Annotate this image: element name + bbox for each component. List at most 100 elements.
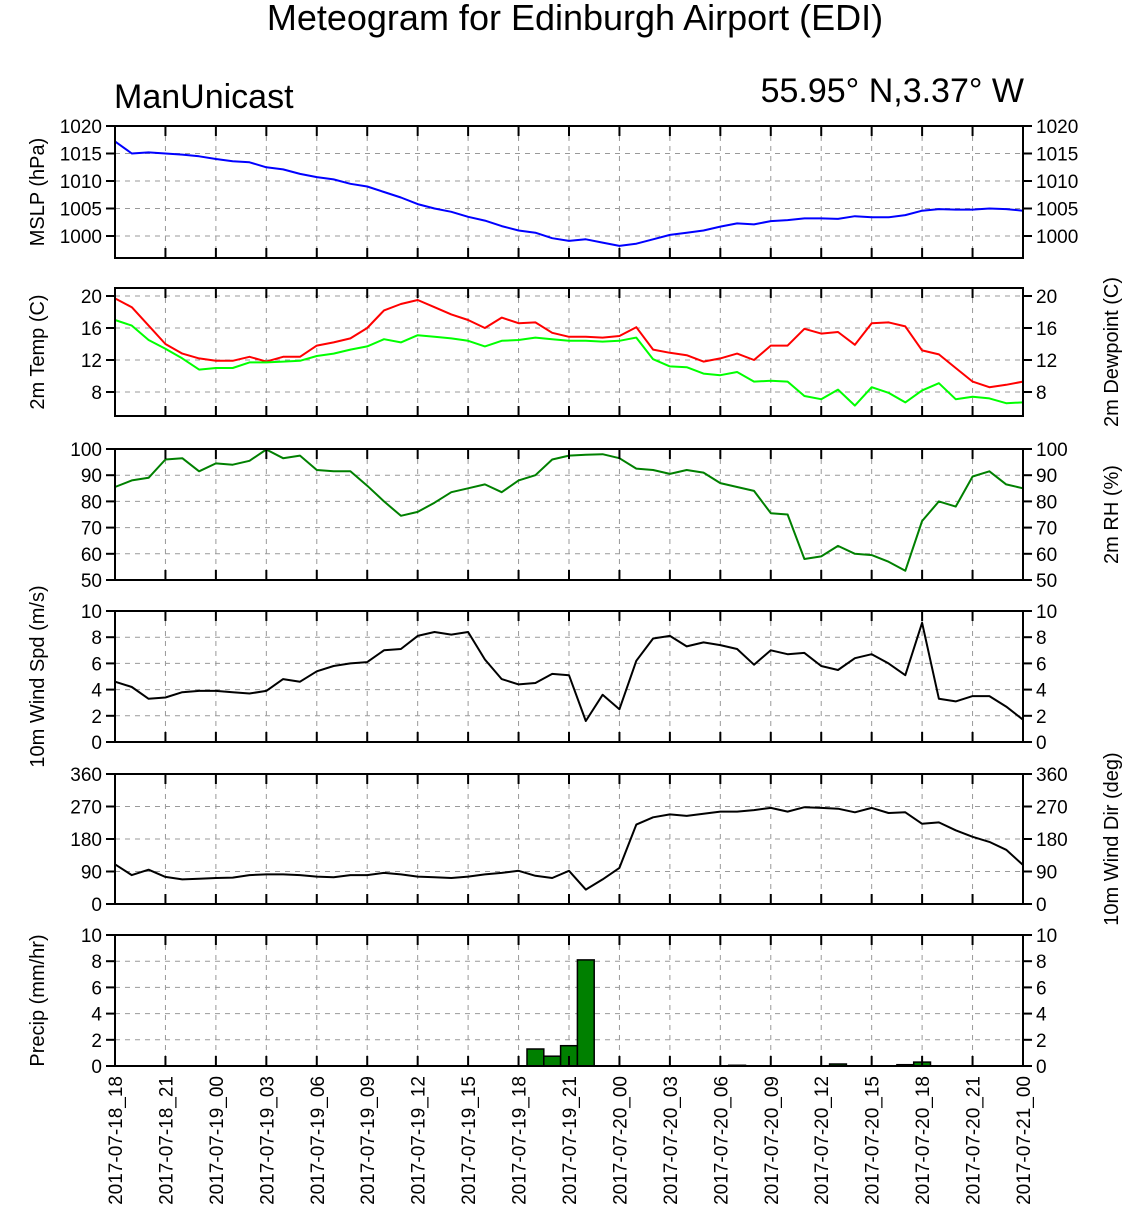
- y-tick-label-left: 12: [81, 351, 102, 372]
- y-tick-label-right: 80: [1036, 492, 1057, 513]
- y-tick-label-left: 1020: [60, 117, 102, 138]
- y-tick-label-right: 360: [1036, 765, 1068, 786]
- x-tick-label: 2017-07-19_03: [257, 1076, 278, 1205]
- x-tick-label: 2017-07-20_12: [812, 1076, 833, 1205]
- y-tick-label-left: 360: [70, 765, 102, 786]
- x-tick-label: 2017-07-20_21: [964, 1076, 985, 1205]
- y-tick-label-right: 4: [1036, 1005, 1047, 1026]
- y-tick-label-left: 20: [81, 287, 102, 308]
- x-tick-label: 2017-07-20_00: [610, 1076, 631, 1205]
- y-tick-label-left: 8: [91, 383, 102, 404]
- x-tick-label: 2017-07-20_09: [762, 1076, 783, 1205]
- model-label: ManUnicast: [114, 78, 294, 116]
- y-tick-label-left: 1000: [60, 227, 102, 248]
- y-tick-label-right: 60: [1036, 545, 1057, 566]
- x-tick-label: 2017-07-19_06: [308, 1076, 329, 1205]
- series-line-mslp: [114, 140, 1024, 247]
- y-tick-label-right: 20: [1036, 287, 1057, 308]
- y-axis-title-left: MSLP (hPa): [27, 138, 49, 247]
- y-tick-label-right: 10: [1036, 602, 1057, 623]
- chart-title: Meteogram for Edinburgh Airport (EDI): [267, 0, 883, 38]
- y-axis-title-left: Precip (mm/hr): [27, 934, 49, 1066]
- x-tick-label: 2017-07-18_21: [156, 1076, 177, 1205]
- y-tick-label-right: 0: [1036, 1057, 1047, 1078]
- x-tick-label: 2017-07-19_12: [409, 1076, 430, 1205]
- y-tick-label-left: 0: [91, 1057, 102, 1078]
- y-tick-label-right: 12: [1036, 351, 1057, 372]
- y-tick-label-left: 180: [70, 830, 102, 851]
- y-tick-label-left: 1005: [60, 200, 102, 221]
- y-tick-label-right: 1005: [1036, 200, 1078, 221]
- x-tick-label: 2017-07-19_15: [459, 1076, 480, 1205]
- precip-bar: [543, 1055, 562, 1067]
- y-tick-label-left: 1010: [60, 172, 102, 193]
- y-tick-label-left: 6: [91, 654, 102, 675]
- y-tick-label-right: 100: [1036, 440, 1068, 461]
- location-label: 55.95° N,3.37° W: [761, 72, 1024, 110]
- y-axis-title-left: 2m Temp (C): [27, 294, 49, 409]
- y-tick-label-right: 0: [1036, 895, 1047, 916]
- y-tick-label-right: 2: [1036, 1031, 1047, 1052]
- y-tick-label-right: 4: [1036, 681, 1047, 702]
- y-tick-label-left: 50: [81, 571, 102, 592]
- series-line-wind: [114, 806, 1024, 891]
- y-tick-label-left: 6: [91, 978, 102, 999]
- y-tick-label-left: 0: [91, 895, 102, 916]
- y-tick-label-right: 90: [1036, 466, 1057, 487]
- x-tick-label: 2017-07-19_00: [207, 1076, 228, 1205]
- y-tick-label-left: 2: [91, 707, 102, 728]
- y-axis-title-right: 2m RH (%): [1101, 465, 1123, 564]
- y-tick-label-left: 90: [81, 863, 102, 884]
- panel-wind_spd: 0 0 2 2 4 4 6 6 8 8 10 10 10m Wind Spd (m/s): [27, 585, 1057, 767]
- y-tick-label-right: 270: [1036, 798, 1068, 819]
- x-tick-label: 2017-07-20_03: [661, 1076, 682, 1205]
- x-tick-label: 2017-07-21_00: [1014, 1076, 1035, 1205]
- y-tick-label-right: 6: [1036, 654, 1047, 675]
- y-axis-title-right: 2m Dewpoint (C): [1101, 277, 1123, 427]
- y-tick-label-right: 70: [1036, 519, 1057, 540]
- y-tick-label-right: 8: [1036, 952, 1047, 973]
- y-tick-label-left: 90: [81, 466, 102, 487]
- y-tick-label-left: 4: [91, 681, 102, 702]
- panel-temp: 8 8 12 12 16 16 20 20 2m Temp (C) 2m Dewpoint (C): [27, 277, 1123, 427]
- y-tick-label-right: 50: [1036, 571, 1057, 592]
- y-tick-label-right: 6: [1036, 978, 1047, 999]
- y-tick-label-left: 60: [81, 545, 102, 566]
- y-tick-label-right: 8: [1036, 628, 1047, 649]
- x-tick-label: 2017-07-19_09: [358, 1076, 379, 1205]
- y-tick-label-right: 10: [1036, 926, 1057, 947]
- y-tick-label-left: 100: [70, 440, 102, 461]
- series-line-wind: [114, 621, 1024, 722]
- y-tick-label-right: 90: [1036, 863, 1057, 884]
- panel-wind_dir: 0 0 90 90 180 180 270 270 360 360 10m Wind Dir (de…: [70, 752, 1123, 925]
- precip-bar: [576, 959, 595, 1067]
- y-tick-label-right: 1015: [1036, 145, 1078, 166]
- y-tick-label-left: 8: [91, 952, 102, 973]
- y-tick-label-left: 10: [81, 926, 102, 947]
- y-axis-title-left: 10m Wind Spd (m/s): [27, 585, 49, 767]
- y-tick-label-left: 70: [81, 519, 102, 540]
- y-tick-label-left: 10: [81, 602, 102, 623]
- x-tick-label: 2017-07-18_18: [106, 1076, 127, 1205]
- series-line-dewpoint: [114, 319, 1024, 407]
- y-tick-label-right: 180: [1036, 830, 1068, 851]
- y-tick-label-left: 1015: [60, 145, 102, 166]
- precip-bar: [526, 1048, 545, 1067]
- y-tick-label-right: 8: [1036, 383, 1047, 404]
- x-tick-label: 2017-07-20_06: [711, 1076, 732, 1205]
- y-tick-label-left: 0: [91, 733, 102, 754]
- y-tick-label-right: 2: [1036, 707, 1047, 728]
- x-tick-label: 2017-07-20_15: [863, 1076, 884, 1205]
- y-tick-label-left: 80: [81, 492, 102, 513]
- y-tick-label-right: 0: [1036, 733, 1047, 754]
- y-tick-label-left: 270: [70, 798, 102, 819]
- y-tick-label-right: 1000: [1036, 227, 1078, 248]
- panel-precip: 0 0 2 2 4 4 6 6 8 8 10 10 Precip (mm/hr): [27, 926, 1057, 1078]
- y-tick-label-right: 1020: [1036, 117, 1078, 138]
- y-tick-label-right: 16: [1036, 319, 1057, 340]
- x-tick-label: 2017-07-19_21: [560, 1076, 581, 1205]
- panel-rh: 50 50 60 60 70 70 80 80 90 90 100 100 2m RH (%): [70, 440, 1123, 592]
- y-tick-label-right: 1010: [1036, 172, 1078, 193]
